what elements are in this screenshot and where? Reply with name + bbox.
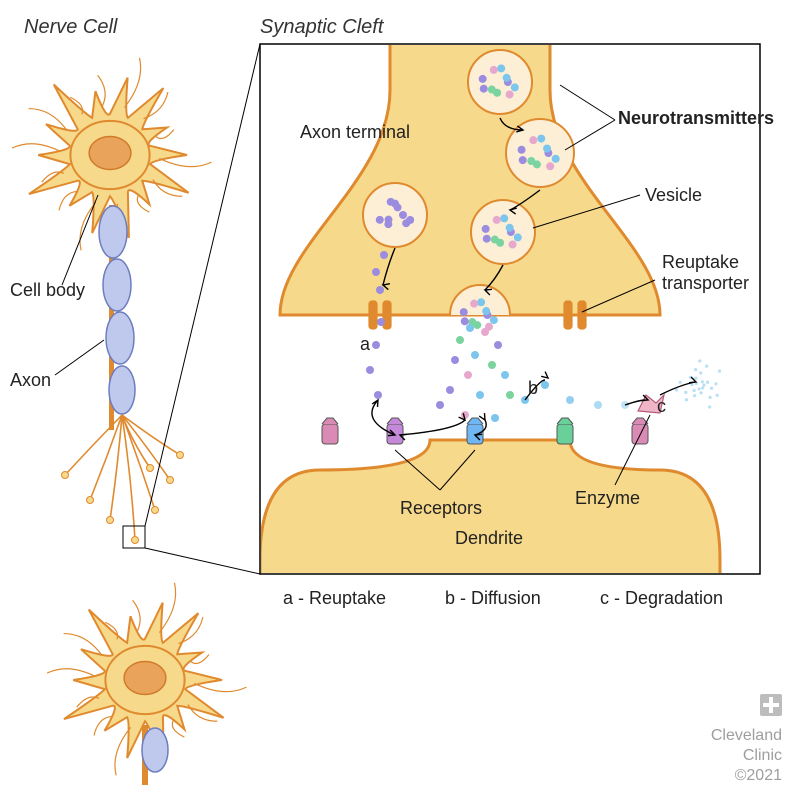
label-axon: Axon xyxy=(10,370,51,391)
legend-b: b - Diffusion xyxy=(445,588,541,609)
credit-logo-icon xyxy=(760,694,782,716)
label-enzyme: Enzyme xyxy=(575,488,640,509)
legend-c: c - Degradation xyxy=(600,588,723,609)
legend-a: a - Reuptake xyxy=(283,588,386,609)
label-dendrite: Dendrite xyxy=(455,528,523,549)
diagram-stage: { "titles": { "nerve_cell": "Nerve Cell"… xyxy=(0,0,800,800)
label-neurotransmitters: Neurotransmitters xyxy=(618,108,774,129)
label-axon-terminal: Axon terminal xyxy=(300,122,410,143)
label-vesicle: Vesicle xyxy=(645,185,702,206)
credit-line1: Cleveland xyxy=(711,727,782,744)
label-cell-body: Cell body xyxy=(10,280,85,301)
marker-a: a xyxy=(360,334,370,355)
marker-c: c xyxy=(657,396,666,417)
label-receptors: Receptors xyxy=(400,498,482,519)
marker-b: b xyxy=(528,378,538,399)
credit-block: Cleveland Clinic ©2021 xyxy=(711,694,782,786)
credit-line3: ©2021 xyxy=(735,767,782,784)
credit-line2: Clinic xyxy=(743,747,782,764)
label-reuptake-transporter: Reuptake transporter xyxy=(662,252,772,293)
